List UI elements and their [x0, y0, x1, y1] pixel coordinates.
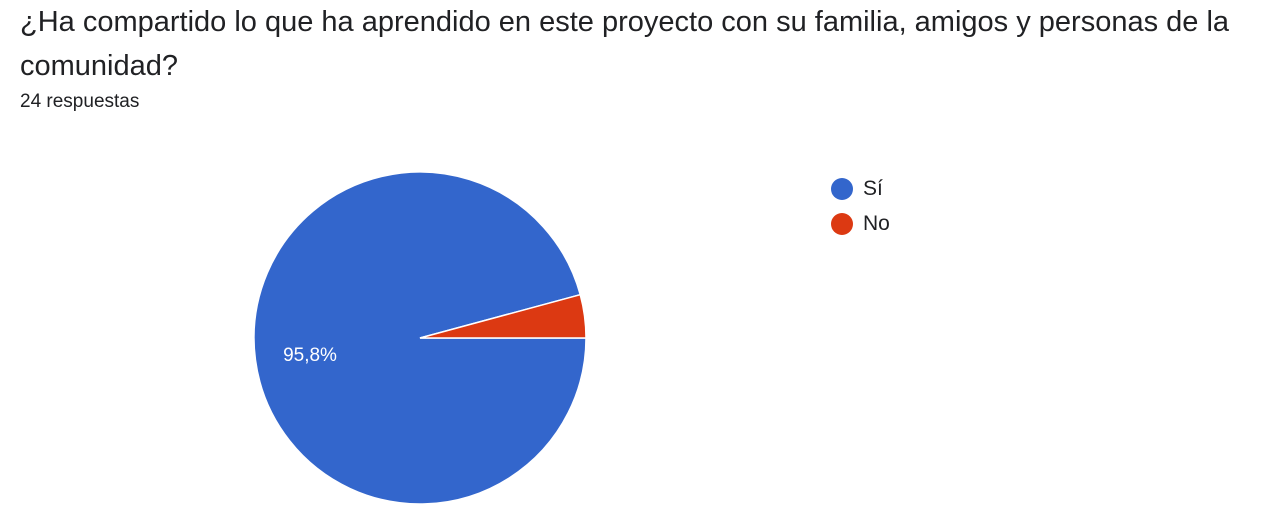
legend-item-si[interactable]: Sí: [831, 171, 890, 206]
legend-label-si: Sí: [863, 176, 883, 200]
pie-slice-no[interactable]: [419, 293, 587, 339]
data-label-si: 95,8%: [283, 345, 337, 366]
response-count: 24 respuestas: [20, 91, 140, 112]
legend-swatch-si: [831, 177, 853, 200]
chart-legend: Sí No: [831, 171, 890, 241]
legend-label-no: No: [863, 211, 890, 235]
legend-item-no[interactable]: No: [831, 206, 890, 241]
legend-swatch-no: [831, 212, 853, 235]
question-title: ¿Ha compartido lo que ha aprendido en es…: [20, 6, 1230, 82]
